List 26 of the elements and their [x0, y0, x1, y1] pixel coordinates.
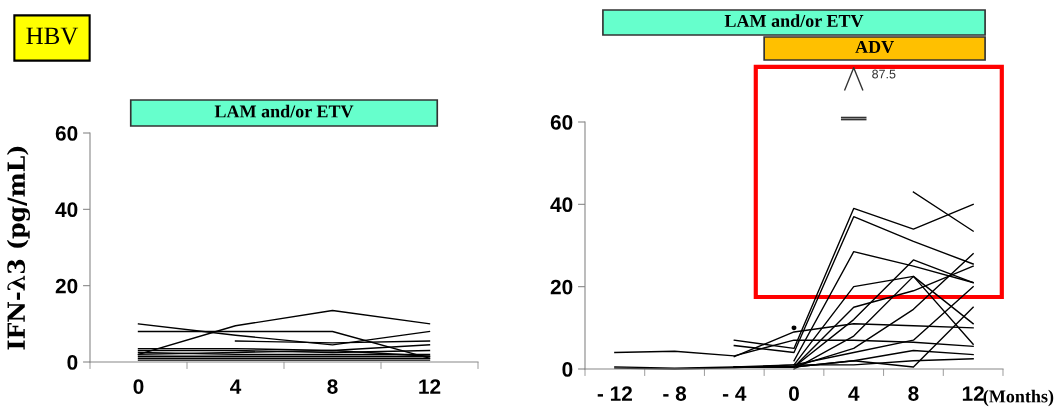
x-tick-label: 4 [848, 386, 860, 401]
y-tick-label: 60 [550, 115, 573, 130]
x-tick-label: 8 [327, 379, 338, 394]
y-tick-label: 40 [55, 202, 78, 218]
y-tick-label: 40 [550, 197, 573, 213]
text: ADV [855, 40, 894, 54]
text: LAM and/or ETV [724, 14, 864, 28]
x-tick-label: - 8 [663, 386, 687, 401]
y-tick-label: 20 [55, 278, 78, 294]
y-tick-label: 0 [67, 355, 78, 370]
x-tick-label: - 4 [722, 386, 747, 401]
chart-title: HBV [26, 27, 79, 45]
y-tick-label: 60 [55, 126, 78, 141]
y-axis-title: IFN-λ3 (pg/mL) [6, 146, 31, 350]
x-tick-label: 4 [230, 379, 242, 394]
x-axis-title: (Months) [983, 389, 1054, 407]
x-tick-label: 0 [133, 379, 144, 394]
x-tick-label: 0 [789, 386, 799, 401]
text: LAM and/or ETV [214, 104, 354, 118]
x-tick-label: 8 [908, 386, 919, 401]
y-tick-label: 20 [550, 279, 573, 295]
x-tick-label: 12 [962, 386, 984, 401]
x-tick-label: - 12 [597, 386, 632, 401]
y-tick-label: 0 [562, 362, 573, 377]
text: 87.5 [872, 69, 896, 79]
x-tick-label: 12 [419, 379, 441, 394]
